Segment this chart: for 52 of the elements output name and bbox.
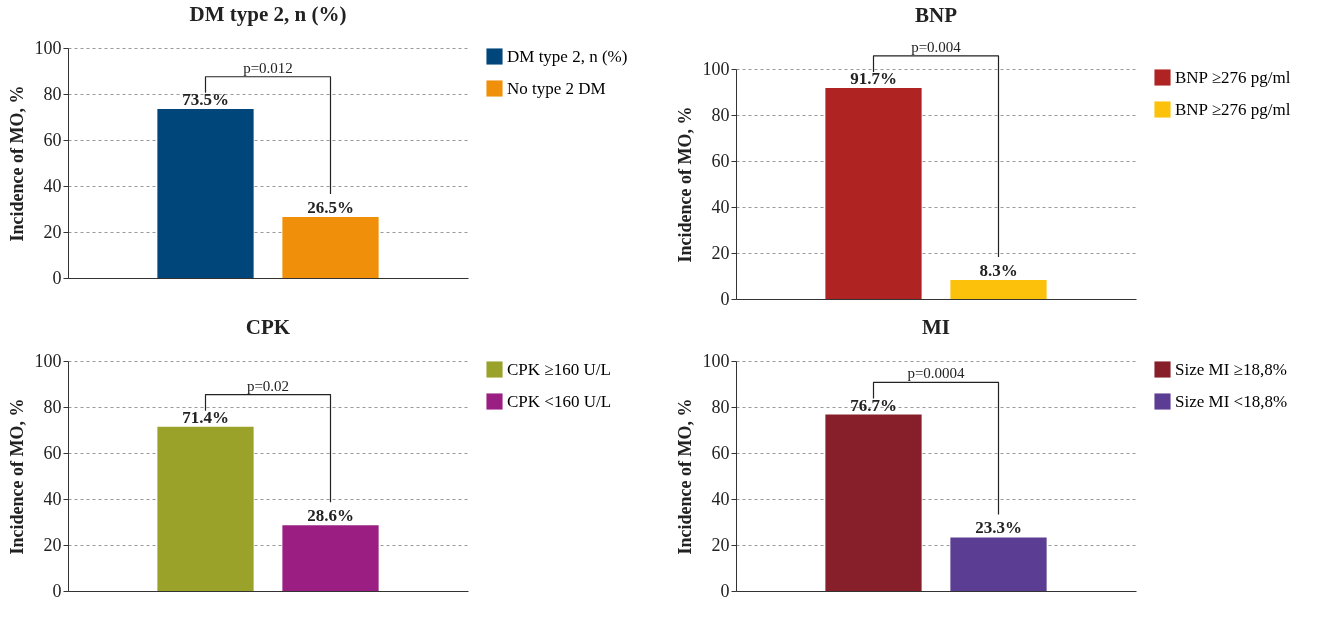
- y-tick-label: 80: [711, 104, 730, 125]
- legend-label: CPK ≥160 U/L: [507, 359, 611, 379]
- data-label: 23.3%: [975, 518, 1022, 538]
- legend-label: DM type 2, n (%): [507, 46, 628, 66]
- legend-label: No type 2 DM: [507, 78, 606, 98]
- y-tick-label: 0: [720, 580, 730, 601]
- y-tick-label: 80: [43, 396, 62, 417]
- y-tick-label: 40: [43, 175, 62, 196]
- y-tick-label: 60: [711, 150, 730, 171]
- y-tick-label: 40: [43, 488, 62, 509]
- annotation: p=0.012: [243, 59, 293, 76]
- y-tick-label: 40: [711, 488, 730, 509]
- chart-title: BNP: [915, 2, 958, 27]
- data-label: 91.7%: [850, 69, 897, 89]
- y-axis-title: Incidence of MO, %: [6, 85, 27, 242]
- annotation: p=0.02: [246, 377, 290, 394]
- y-tick-label: 0: [720, 288, 730, 309]
- y-tick-label: 60: [43, 129, 62, 150]
- legend-label: Size MI ≥18,8%: [1175, 359, 1287, 379]
- chart-title: CPK: [245, 315, 291, 339]
- y-tick-label: 80: [711, 396, 730, 417]
- y-tick-label: 60: [711, 442, 730, 463]
- y-tick-label: 20: [43, 534, 62, 555]
- legend-label: BNP ≥276 pg/ml: [1175, 99, 1291, 119]
- y-tick-label: 100: [34, 350, 62, 371]
- y-tick-label: 40: [711, 196, 730, 217]
- y-axis-title: Incidence of MO, %: [674, 398, 695, 555]
- legend-label: Size MI <18,8%: [1175, 391, 1288, 411]
- y-tick-label: 0: [52, 580, 62, 601]
- text: p=0.004: [911, 38, 962, 55]
- annotation: p=0.0004: [907, 365, 966, 382]
- y-tick-label: 100: [34, 37, 62, 58]
- legend-label: BNP ≥276 pg/ml: [1175, 67, 1291, 87]
- y-tick-label: 60: [43, 442, 62, 463]
- data-label: 76.7%: [850, 395, 897, 415]
- y-tick-label: 20: [711, 534, 730, 555]
- y-tick-label: 80: [43, 83, 62, 104]
- legend-label: CPK <160 U/L: [507, 391, 612, 411]
- data-label: 73.5%: [182, 89, 229, 109]
- chart-title: MI: [922, 315, 950, 339]
- chart-title: DM type 2, n (%): [189, 2, 347, 26]
- y-axis-title: Incidence of MO, %: [674, 106, 695, 263]
- data-label: 28.6%: [307, 506, 354, 526]
- y-tick-label: 100: [702, 350, 730, 371]
- y-tick-label: 20: [711, 242, 730, 263]
- y-axis-title: Incidence of MO, %: [6, 398, 27, 555]
- y-tick-label: 100: [702, 58, 730, 79]
- data-label: 26.5%: [307, 198, 354, 218]
- y-tick-label: 20: [43, 221, 62, 242]
- data-label: 8.3%: [979, 260, 1018, 280]
- y-tick-label: 0: [52, 267, 62, 288]
- data-label: 71.4%: [182, 407, 229, 427]
